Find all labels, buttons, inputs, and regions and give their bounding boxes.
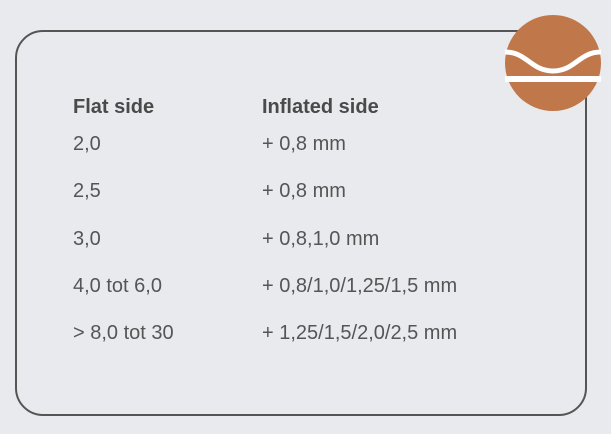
inflated-side-value: + 1,25/1,5/2,0/2,5 mm xyxy=(262,322,458,344)
flat-side-value: > 8,0 tot 30 xyxy=(73,322,174,344)
flat-side-value: 2,5 xyxy=(73,180,101,202)
header-flat-side: Flat side xyxy=(73,96,155,118)
flat-side-value: 3,0 xyxy=(73,228,101,250)
inflated-side-value: + 0,8 mm xyxy=(262,180,346,202)
flat-side-value: 4,0 tot 6,0 xyxy=(73,275,162,297)
inflated-side-value: + 0,8/1,0/1,25/1,5 mm xyxy=(262,275,458,297)
inflated-side-profile-icon xyxy=(505,15,601,111)
header-inflated-side: Inflated side xyxy=(262,96,379,118)
inflated-side-value: + 0,8,1,0 mm xyxy=(262,228,380,250)
info-card xyxy=(15,30,587,416)
flat-side-value: 2,0 xyxy=(73,133,101,155)
inflated-side-value: + 0,8 mm xyxy=(262,133,346,155)
